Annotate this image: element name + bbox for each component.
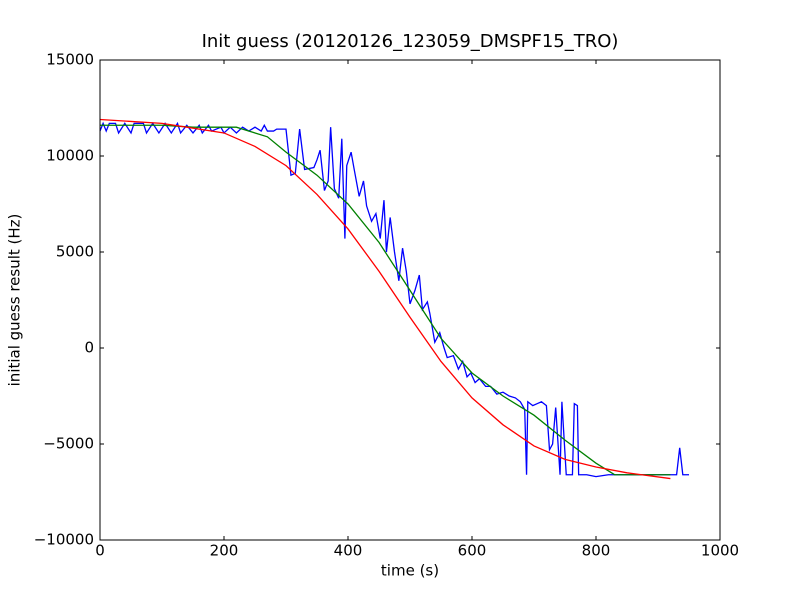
data-line — [100, 124, 671, 476]
x-tick-label: 200 — [210, 542, 239, 560]
x-tick-label: 600 — [458, 542, 487, 560]
y-tick-label: 0 — [84, 339, 94, 357]
chart-title: Init guess (20120126_123059_DMSPF15_TRO) — [202, 31, 619, 52]
y-tick-label: 15000 — [46, 51, 94, 69]
x-axis-label: time (s) — [381, 562, 439, 580]
plot-frame — [99, 59, 721, 541]
x-tick-label: 800 — [582, 542, 611, 560]
y-axis-label: initial guess result (Hz) — [6, 214, 24, 387]
y-tick-label: 10000 — [46, 147, 94, 165]
data-line — [99, 118, 671, 480]
x-tick-label: 1000 — [701, 542, 739, 560]
x-tick-label: 400 — [334, 542, 363, 560]
y-tick-label: −10000 — [34, 531, 94, 549]
y-tick-label: 5000 — [56, 243, 94, 261]
x-tick-label: 0 — [95, 542, 105, 560]
y-tick-label: −5000 — [43, 435, 94, 453]
